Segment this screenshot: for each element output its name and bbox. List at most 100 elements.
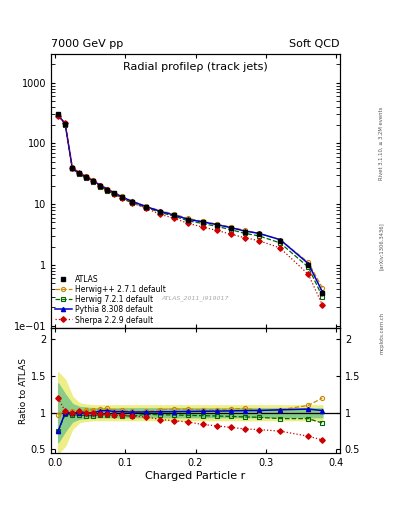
Sherpa 2.2.9 default [91, 178, 96, 184]
Herwig 7.2.1 default [172, 213, 177, 219]
Herwig++ 2.7.1 default [158, 207, 163, 214]
Line: Sherpa 2.2.9 default: Sherpa 2.2.9 default [56, 114, 324, 307]
Sherpa 2.2.9 default [105, 187, 110, 193]
Y-axis label: Ratio to ATLAS: Ratio to ATLAS [19, 358, 28, 424]
Pythia 8.308 default [186, 217, 191, 223]
ATLAS [91, 178, 96, 184]
Text: 7000 GeV pp: 7000 GeV pp [51, 38, 123, 49]
X-axis label: Charged Particle r: Charged Particle r [145, 471, 246, 481]
Herwig++ 2.7.1 default [105, 185, 110, 191]
Herwig++ 2.7.1 default [112, 189, 117, 196]
Pythia 8.308 default [91, 178, 96, 184]
Sherpa 2.2.9 default [84, 174, 89, 180]
Pythia 8.308 default [228, 225, 233, 231]
Pythia 8.308 default [214, 222, 219, 228]
ATLAS [228, 225, 233, 231]
Herwig 7.2.1 default [158, 209, 163, 216]
Herwig++ 2.7.1 default [130, 198, 134, 204]
ATLAS [278, 238, 283, 244]
Herwig++ 2.7.1 default [200, 218, 205, 224]
Sherpa 2.2.9 default [112, 191, 117, 197]
Sherpa 2.2.9 default [158, 211, 163, 218]
Text: mcplots.cern.ch: mcplots.cern.ch [379, 312, 384, 354]
Pythia 8.308 default [63, 121, 68, 127]
ATLAS [105, 187, 110, 193]
Herwig 7.2.1 default [112, 191, 117, 198]
Herwig 7.2.1 default [214, 223, 219, 229]
Herwig++ 2.7.1 default [91, 177, 96, 183]
Herwig 7.2.1 default [306, 264, 310, 270]
ATLAS [70, 164, 75, 170]
Sherpa 2.2.9 default [200, 224, 205, 230]
ATLAS [84, 174, 89, 180]
Text: [arXiv:1306.3436]: [arXiv:1306.3436] [379, 222, 384, 270]
Herwig++ 2.7.1 default [98, 181, 103, 187]
Pythia 8.308 default [278, 237, 283, 243]
Herwig++ 2.7.1 default [84, 173, 89, 179]
Herwig 7.2.1 default [91, 179, 96, 185]
Pythia 8.308 default [56, 112, 61, 118]
Pythia 8.308 default [306, 261, 310, 267]
Sherpa 2.2.9 default [56, 113, 61, 119]
Herwig++ 2.7.1 default [320, 285, 325, 291]
ATLAS [214, 222, 219, 228]
ATLAS [186, 217, 191, 223]
Sherpa 2.2.9 default [242, 234, 247, 241]
Herwig++ 2.7.1 default [242, 227, 247, 233]
Sherpa 2.2.9 default [98, 183, 103, 189]
ATLAS [112, 190, 117, 197]
ATLAS [77, 170, 82, 177]
Herwig 7.2.1 default [70, 165, 75, 172]
Herwig 7.2.1 default [278, 240, 283, 246]
Herwig 7.2.1 default [200, 220, 205, 226]
ATLAS [257, 231, 261, 237]
Herwig 7.2.1 default [257, 233, 261, 239]
Sherpa 2.2.9 default [306, 271, 310, 278]
Line: Pythia 8.308 default: Pythia 8.308 default [56, 113, 324, 294]
Herwig++ 2.7.1 default [257, 230, 261, 237]
Line: Herwig++ 2.7.1 default: Herwig++ 2.7.1 default [56, 113, 324, 290]
Herwig++ 2.7.1 default [172, 211, 177, 218]
Sherpa 2.2.9 default [77, 169, 82, 176]
ATLAS [130, 199, 134, 205]
Herwig 7.2.1 default [56, 112, 61, 118]
Herwig 7.2.1 default [84, 175, 89, 181]
Pythia 8.308 default [112, 190, 117, 196]
Pythia 8.308 default [144, 204, 149, 210]
ATLAS [320, 289, 325, 295]
Pythia 8.308 default [98, 182, 103, 188]
Herwig++ 2.7.1 default [214, 221, 219, 227]
Text: Radial profileρ (track jets): Radial profileρ (track jets) [123, 62, 268, 72]
Sherpa 2.2.9 default [144, 205, 149, 211]
Sherpa 2.2.9 default [130, 200, 134, 206]
Herwig 7.2.1 default [144, 204, 149, 210]
Sherpa 2.2.9 default [63, 120, 68, 126]
Sherpa 2.2.9 default [119, 195, 124, 201]
Herwig++ 2.7.1 default [228, 224, 233, 230]
Pythia 8.308 default [257, 230, 261, 237]
Legend: ATLAS, Herwig++ 2.7.1 default, Herwig 7.2.1 default, Pythia 8.308 default, Sherp: ATLAS, Herwig++ 2.7.1 default, Herwig 7.… [53, 273, 167, 326]
Herwig++ 2.7.1 default [144, 203, 149, 209]
ATLAS [242, 229, 247, 235]
Pythia 8.308 default [320, 289, 325, 295]
Sherpa 2.2.9 default [70, 164, 75, 170]
Sherpa 2.2.9 default [214, 227, 219, 233]
Line: ATLAS: ATLAS [56, 112, 325, 295]
Herwig 7.2.1 default [130, 200, 134, 206]
Pythia 8.308 default [200, 219, 205, 225]
Herwig++ 2.7.1 default [119, 193, 124, 199]
Sherpa 2.2.9 default [172, 216, 177, 222]
Herwig 7.2.1 default [98, 183, 103, 189]
ATLAS [98, 183, 103, 189]
Sherpa 2.2.9 default [320, 302, 325, 308]
Herwig++ 2.7.1 default [63, 120, 68, 126]
Pythia 8.308 default [70, 164, 75, 170]
Pythia 8.308 default [130, 198, 134, 204]
Text: Rivet 3.1.10, ≥ 3.2M events: Rivet 3.1.10, ≥ 3.2M events [379, 106, 384, 180]
Herwig 7.2.1 default [119, 195, 124, 201]
Pythia 8.308 default [172, 212, 177, 218]
Sherpa 2.2.9 default [186, 220, 191, 226]
Pythia 8.308 default [158, 208, 163, 215]
Pythia 8.308 default [242, 228, 247, 234]
Herwig++ 2.7.1 default [77, 169, 82, 176]
